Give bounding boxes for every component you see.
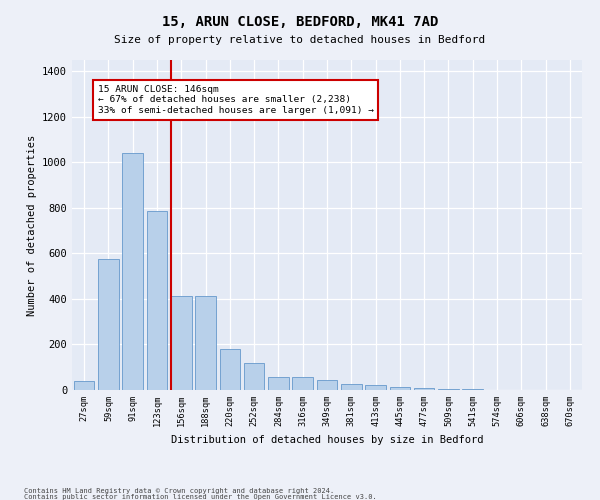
Bar (317, 380, 337, 390)
Bar (220, 349, 240, 390)
Bar (74, 381, 94, 390)
Bar (292, 377, 313, 390)
Y-axis label: Number of detached properties: Number of detached properties (26, 134, 37, 316)
Bar (244, 362, 265, 390)
Bar (414, 388, 434, 390)
Text: Size of property relative to detached houses in Bedford: Size of property relative to detached ho… (115, 35, 485, 45)
Text: 15 ARUN CLOSE: 146sqm
← 67% of detached houses are smaller (2,238)
33% of semi-d: 15 ARUN CLOSE: 146sqm ← 67% of detached … (97, 85, 373, 115)
Bar (146, 212, 167, 390)
X-axis label: Distribution of detached houses by size in Bedford: Distribution of detached houses by size … (171, 434, 483, 444)
Text: 15, ARUN CLOSE, BEDFORD, MK41 7AD: 15, ARUN CLOSE, BEDFORD, MK41 7AD (162, 15, 438, 29)
Bar (341, 384, 362, 390)
Bar (389, 386, 410, 390)
Bar (195, 296, 216, 390)
Text: Contains public sector information licensed under the Open Government Licence v3: Contains public sector information licen… (24, 494, 377, 500)
Bar (365, 385, 386, 390)
Bar (122, 154, 143, 390)
Text: Contains HM Land Registry data © Crown copyright and database right 2024.: Contains HM Land Registry data © Crown c… (24, 488, 334, 494)
Bar (268, 377, 289, 390)
Bar (98, 259, 119, 390)
Bar (463, 389, 483, 390)
Bar (171, 296, 191, 390)
Bar (438, 389, 459, 390)
